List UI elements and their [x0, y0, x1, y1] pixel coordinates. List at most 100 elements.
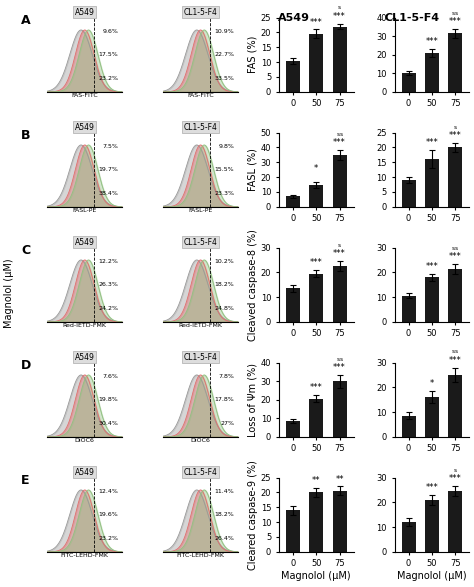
Title: A549: A549	[75, 468, 95, 477]
Text: 23.2%: 23.2%	[98, 536, 118, 541]
X-axis label: Magnolol (μM): Magnolol (μM)	[397, 571, 467, 581]
Text: Magnolol (μM): Magnolol (μM)	[4, 259, 15, 328]
Bar	[286, 421, 300, 437]
Y-axis label: FAS (%): FAS (%)	[248, 36, 258, 73]
X-axis label: DiOC6: DiOC6	[191, 438, 210, 443]
Text: 15.5%: 15.5%	[214, 167, 234, 173]
Text: 7.5%: 7.5%	[102, 144, 118, 149]
Text: 23.2%: 23.2%	[98, 76, 118, 81]
Text: 24.2%: 24.2%	[98, 306, 118, 311]
Text: D: D	[21, 359, 31, 372]
Text: 18.2%: 18.2%	[214, 282, 234, 288]
Bar	[333, 491, 346, 552]
Bar	[309, 399, 323, 437]
Text: *: *	[430, 379, 434, 388]
Bar	[333, 381, 346, 437]
Text: A549: A549	[278, 13, 310, 23]
Bar	[401, 73, 416, 92]
Title: CL1-5-F4: CL1-5-F4	[183, 353, 218, 362]
Text: ***: ***	[449, 356, 462, 365]
Bar	[448, 491, 462, 552]
Text: $\mathregular{^s}$: $\mathregular{^s}$	[453, 124, 458, 133]
Text: 12.2%: 12.2%	[99, 259, 118, 264]
Title: CL1-5-F4: CL1-5-F4	[183, 123, 218, 132]
Text: 26.3%: 26.3%	[99, 282, 118, 288]
Bar	[448, 33, 462, 92]
Text: E: E	[21, 474, 30, 487]
Bar	[401, 416, 416, 437]
Text: ***: ***	[333, 363, 346, 372]
X-axis label: DiOC6: DiOC6	[75, 438, 95, 443]
Bar	[286, 288, 300, 322]
Text: 7.8%: 7.8%	[218, 374, 234, 379]
Text: C: C	[21, 244, 30, 257]
X-axis label: FASL-PE: FASL-PE	[188, 208, 213, 213]
Y-axis label: FASL (%): FASL (%)	[248, 149, 258, 191]
Text: 19.6%: 19.6%	[99, 512, 118, 518]
Text: ***: ***	[449, 252, 462, 261]
Text: ***: ***	[449, 17, 462, 26]
Text: 19.8%: 19.8%	[99, 397, 118, 403]
Text: *: *	[314, 164, 319, 173]
Text: $\mathregular{^{ss}}$: $\mathregular{^{ss}}$	[336, 131, 344, 140]
Text: 10.2%: 10.2%	[214, 259, 234, 264]
Bar	[401, 522, 416, 552]
Title: A549: A549	[75, 353, 95, 362]
Text: 19.7%: 19.7%	[99, 167, 118, 173]
Bar	[425, 159, 439, 207]
X-axis label: Red-IETD-FMK: Red-IETD-FMK	[179, 323, 222, 328]
Text: ***: ***	[310, 258, 323, 267]
Title: A549: A549	[75, 238, 95, 247]
X-axis label: FAS-FITC: FAS-FITC	[72, 93, 98, 98]
Text: 10.9%: 10.9%	[214, 29, 234, 33]
Text: 24.8%: 24.8%	[214, 306, 234, 311]
X-axis label: FAS-FITC: FAS-FITC	[187, 93, 214, 98]
Text: $\mathregular{^s}$: $\mathregular{^s}$	[337, 5, 342, 14]
Text: 38.4%: 38.4%	[99, 191, 118, 196]
Bar	[309, 274, 323, 322]
Text: $\mathregular{^{ss}}$: $\mathregular{^{ss}}$	[451, 349, 459, 358]
Text: 17.5%: 17.5%	[99, 52, 118, 58]
Text: 9.8%: 9.8%	[218, 144, 234, 149]
Text: ***: ***	[333, 138, 346, 147]
Text: $\mathregular{^{ss}}$: $\mathregular{^{ss}}$	[451, 245, 459, 254]
Bar	[333, 155, 346, 207]
Text: $\mathregular{^{ss}}$: $\mathregular{^{ss}}$	[336, 356, 344, 365]
Text: 26.4%: 26.4%	[214, 536, 234, 541]
Text: ***: ***	[449, 131, 462, 140]
Text: ***: ***	[426, 483, 438, 492]
Text: $\mathregular{^{ss}}$: $\mathregular{^{ss}}$	[451, 10, 459, 19]
Text: 11.4%: 11.4%	[214, 489, 234, 494]
Bar	[401, 180, 416, 207]
Bar	[309, 492, 323, 552]
Text: **: **	[312, 476, 320, 485]
Text: 27%: 27%	[220, 421, 234, 426]
Text: ***: ***	[426, 262, 438, 271]
Bar	[448, 269, 462, 322]
Text: B: B	[21, 129, 31, 142]
Text: 9.6%: 9.6%	[102, 29, 118, 33]
Text: 23.3%: 23.3%	[214, 191, 234, 196]
Text: **: **	[335, 474, 344, 484]
Bar	[333, 266, 346, 322]
Bar	[309, 185, 323, 207]
Text: $\mathregular{^s}$: $\mathregular{^s}$	[337, 242, 342, 252]
Title: A549: A549	[75, 123, 95, 132]
Bar	[448, 375, 462, 437]
Bar	[448, 147, 462, 207]
Text: $\mathregular{^s}$: $\mathregular{^s}$	[453, 468, 458, 477]
Text: CL1-5-F4: CL1-5-F4	[385, 13, 440, 23]
Bar	[286, 197, 300, 207]
Text: 22.7%: 22.7%	[214, 52, 234, 58]
Text: ***: ***	[426, 37, 438, 46]
Text: ***: ***	[449, 474, 462, 483]
Text: 17.8%: 17.8%	[214, 397, 234, 403]
X-axis label: FITC-LEHD-FMK: FITC-LEHD-FMK	[61, 553, 109, 558]
Text: 33.5%: 33.5%	[214, 76, 234, 81]
Y-axis label: Cleared caspase-9 (%): Cleared caspase-9 (%)	[248, 460, 258, 569]
Y-axis label: Cleaved caspase-8 (%): Cleaved caspase-8 (%)	[248, 229, 258, 340]
Bar	[425, 500, 439, 552]
Title: A549: A549	[75, 8, 95, 17]
Text: ***: ***	[333, 249, 346, 258]
Bar	[425, 397, 439, 437]
